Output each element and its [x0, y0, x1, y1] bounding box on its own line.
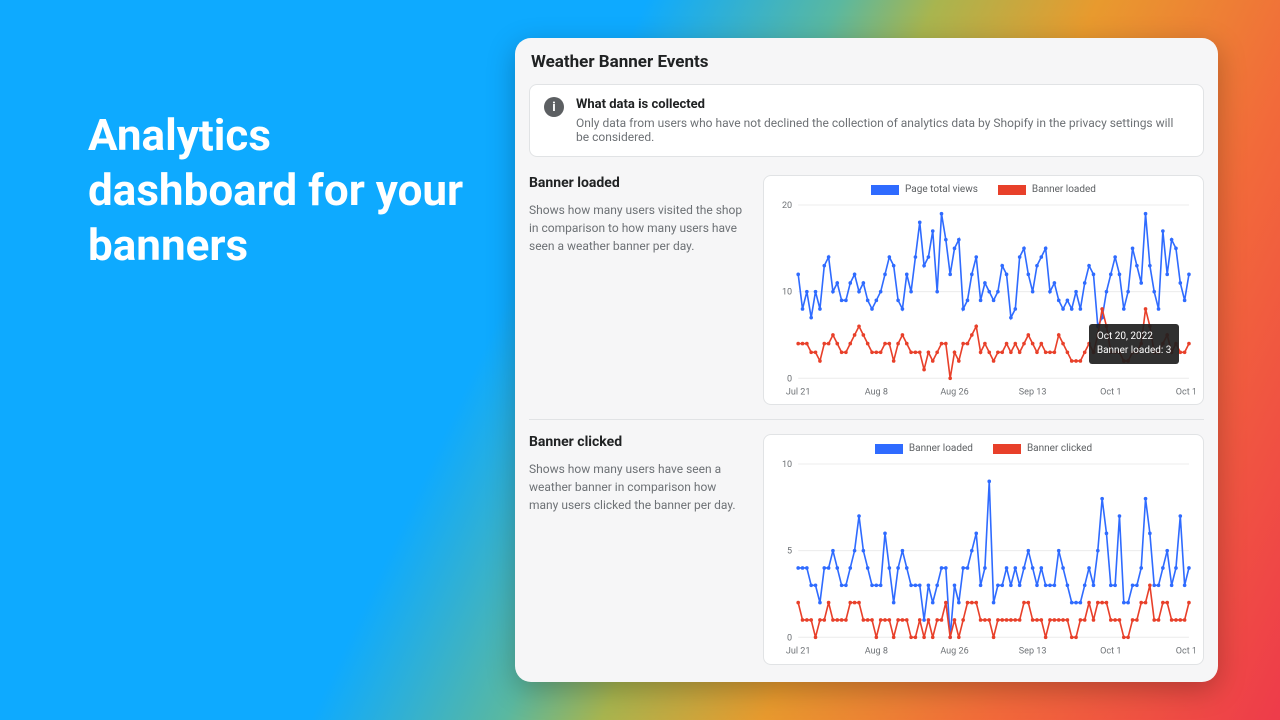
legend-item: Banner loaded — [998, 184, 1096, 195]
section-desc: Shows how many users have seen a weather… — [529, 460, 747, 514]
svg-text:Jul 21: Jul 21 — [786, 387, 811, 397]
line-chart-svg: 0 10 20 Jul 21 Aug 8 Aug 26 Sep 13 Oct 1 Oct 19 — [772, 199, 1195, 400]
svg-text:10: 10 — [782, 288, 792, 298]
legend-item: Banner clicked — [993, 443, 1092, 454]
chart-legend: Banner loaded Banner clicked — [772, 443, 1195, 454]
card-title: Weather Banner Events — [529, 52, 1204, 72]
section-title: Banner loaded — [529, 175, 747, 191]
svg-text:10: 10 — [782, 460, 792, 470]
legend-label: Banner loaded — [909, 443, 973, 454]
notice-text: Only data from users who have not declin… — [576, 116, 1189, 144]
legend-label: Page total views — [905, 184, 978, 195]
section-banner-loaded: Banner loaded Shows how many users visit… — [529, 175, 1204, 405]
info-icon: i — [544, 97, 564, 117]
hero-headline: Analytics dashboard for your banners — [88, 108, 468, 273]
svg-text:Aug 8: Aug 8 — [865, 647, 888, 657]
svg-text:20: 20 — [782, 201, 792, 211]
section-desc: Shows how many users visited the shop in… — [529, 201, 747, 255]
legend-item: Page total views — [871, 184, 978, 195]
notice-body: What data is collected Only data from us… — [576, 97, 1189, 144]
svg-text:Oct 1: Oct 1 — [1100, 387, 1121, 397]
section-title: Banner clicked — [529, 434, 747, 450]
svg-text:Sep 13: Sep 13 — [1019, 647, 1047, 657]
svg-text:Aug 26: Aug 26 — [940, 387, 968, 397]
section-info: Banner loaded Shows how many users visit… — [529, 175, 747, 405]
chart-banner-loaded[interactable]: Page total views Banner loaded 0 10 20 Jul … — [763, 175, 1204, 405]
legend-swatch — [993, 444, 1021, 454]
chart-legend: Page total views Banner loaded — [772, 184, 1195, 195]
legend-swatch — [871, 185, 899, 195]
svg-text:Oct 1: Oct 1 — [1100, 647, 1121, 657]
info-notice: i What data is collected Only data from … — [529, 84, 1204, 157]
section-banner-clicked: Banner clicked Shows how many users have… — [529, 419, 1204, 664]
legend-label: Banner loaded — [1032, 184, 1096, 195]
svg-text:5: 5 — [787, 547, 792, 557]
svg-text:Sep 13: Sep 13 — [1019, 387, 1047, 397]
analytics-card: Weather Banner Events i What data is col… — [515, 38, 1218, 682]
notice-title: What data is collected — [576, 97, 1189, 112]
svg-text:0: 0 — [787, 374, 792, 384]
svg-text:Jul 21: Jul 21 — [786, 647, 811, 657]
legend-swatch — [875, 444, 903, 454]
section-info: Banner clicked Shows how many users have… — [529, 434, 747, 664]
svg-text:0: 0 — [787, 634, 792, 644]
chart-banner-clicked[interactable]: Banner loaded Banner clicked 0 5 10 Jul 21 A… — [763, 434, 1204, 664]
legend-item: Banner loaded — [875, 443, 973, 454]
svg-text:Aug 8: Aug 8 — [865, 387, 888, 397]
line-chart-svg: 0 5 10 Jul 21 Aug 8 Aug 26 Sep 13 Oct 1 Oct 19 — [772, 458, 1195, 659]
svg-text:Oct 19: Oct 19 — [1176, 387, 1195, 397]
svg-text:Oct 19: Oct 19 — [1176, 647, 1195, 657]
legend-swatch — [998, 185, 1026, 195]
svg-text:Aug 26: Aug 26 — [940, 647, 968, 657]
legend-label: Banner clicked — [1027, 443, 1092, 454]
